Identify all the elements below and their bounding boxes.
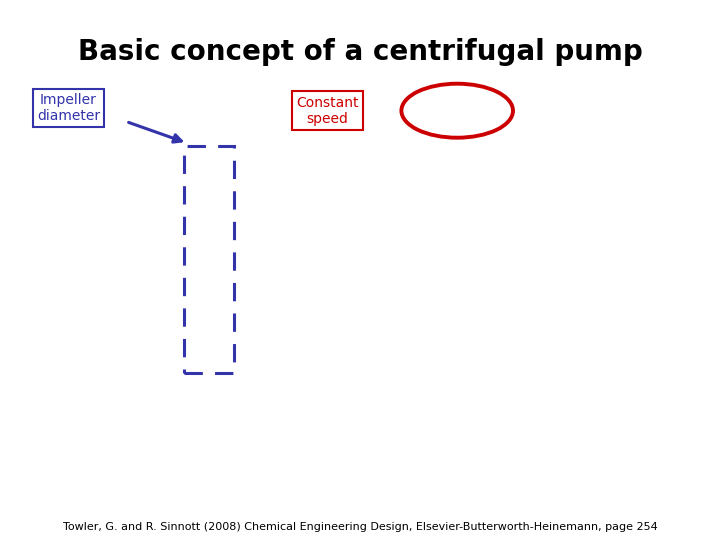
Text: Towler, G. and R. Sinnott (2008) Chemical Engineering Design, Elsevier-Butterwor: Towler, G. and R. Sinnott (2008) Chemica… xyxy=(63,522,657,532)
Text: Basic concept of a centrifugal pump: Basic concept of a centrifugal pump xyxy=(78,38,642,66)
Bar xyxy=(184,146,234,373)
Text: Impeller
diameter: Impeller diameter xyxy=(37,93,100,123)
Text: Constant
speed: Constant speed xyxy=(297,96,359,126)
